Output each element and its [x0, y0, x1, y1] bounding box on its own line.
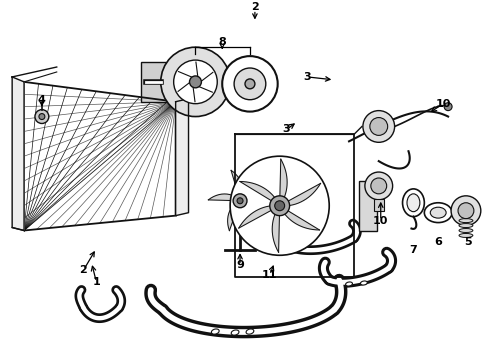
Ellipse shape	[246, 329, 254, 334]
Circle shape	[222, 56, 278, 112]
Polygon shape	[208, 194, 240, 201]
Text: 2: 2	[79, 265, 87, 275]
Text: 5: 5	[464, 237, 472, 247]
Text: 4: 4	[38, 95, 46, 105]
Polygon shape	[175, 99, 189, 216]
Circle shape	[173, 60, 217, 104]
Text: 11: 11	[262, 270, 277, 280]
Circle shape	[190, 76, 201, 88]
Polygon shape	[12, 77, 24, 230]
Circle shape	[161, 47, 230, 117]
Ellipse shape	[459, 219, 473, 222]
Ellipse shape	[407, 194, 420, 212]
Ellipse shape	[361, 281, 368, 285]
Text: 1: 1	[93, 277, 100, 287]
Polygon shape	[240, 181, 280, 206]
Ellipse shape	[430, 207, 446, 218]
Text: 8: 8	[219, 37, 226, 47]
Circle shape	[270, 196, 290, 216]
Ellipse shape	[424, 203, 452, 222]
Text: 3: 3	[283, 125, 291, 134]
Polygon shape	[240, 201, 265, 220]
Circle shape	[234, 68, 266, 100]
Text: 3: 3	[304, 72, 311, 82]
Text: 9: 9	[236, 260, 244, 270]
Polygon shape	[280, 206, 319, 230]
Ellipse shape	[459, 224, 473, 228]
Circle shape	[458, 203, 474, 219]
Ellipse shape	[459, 234, 473, 238]
Polygon shape	[280, 159, 287, 206]
Circle shape	[363, 111, 394, 142]
Ellipse shape	[231, 330, 239, 335]
Polygon shape	[239, 206, 280, 228]
Text: 2: 2	[251, 1, 259, 12]
Ellipse shape	[345, 282, 352, 286]
Bar	[141, 62, 166, 102]
Circle shape	[237, 198, 243, 204]
Circle shape	[230, 156, 329, 255]
Bar	[374, 199, 384, 211]
Polygon shape	[240, 183, 266, 201]
Circle shape	[245, 79, 255, 89]
Text: 7: 7	[410, 245, 417, 255]
Bar	[359, 181, 377, 230]
Circle shape	[35, 110, 49, 123]
Ellipse shape	[403, 189, 424, 217]
Polygon shape	[280, 183, 320, 206]
Circle shape	[275, 201, 285, 211]
Text: 10: 10	[373, 216, 389, 226]
Circle shape	[370, 118, 388, 135]
Polygon shape	[231, 170, 243, 201]
Polygon shape	[228, 201, 240, 231]
Ellipse shape	[211, 329, 219, 334]
Circle shape	[444, 103, 452, 111]
Circle shape	[233, 194, 247, 208]
Text: 6: 6	[434, 237, 442, 247]
Text: 10: 10	[436, 99, 451, 109]
Polygon shape	[272, 206, 280, 252]
Circle shape	[371, 178, 387, 194]
Circle shape	[39, 114, 45, 120]
Circle shape	[451, 196, 481, 226]
Circle shape	[365, 172, 392, 200]
Ellipse shape	[459, 229, 473, 233]
